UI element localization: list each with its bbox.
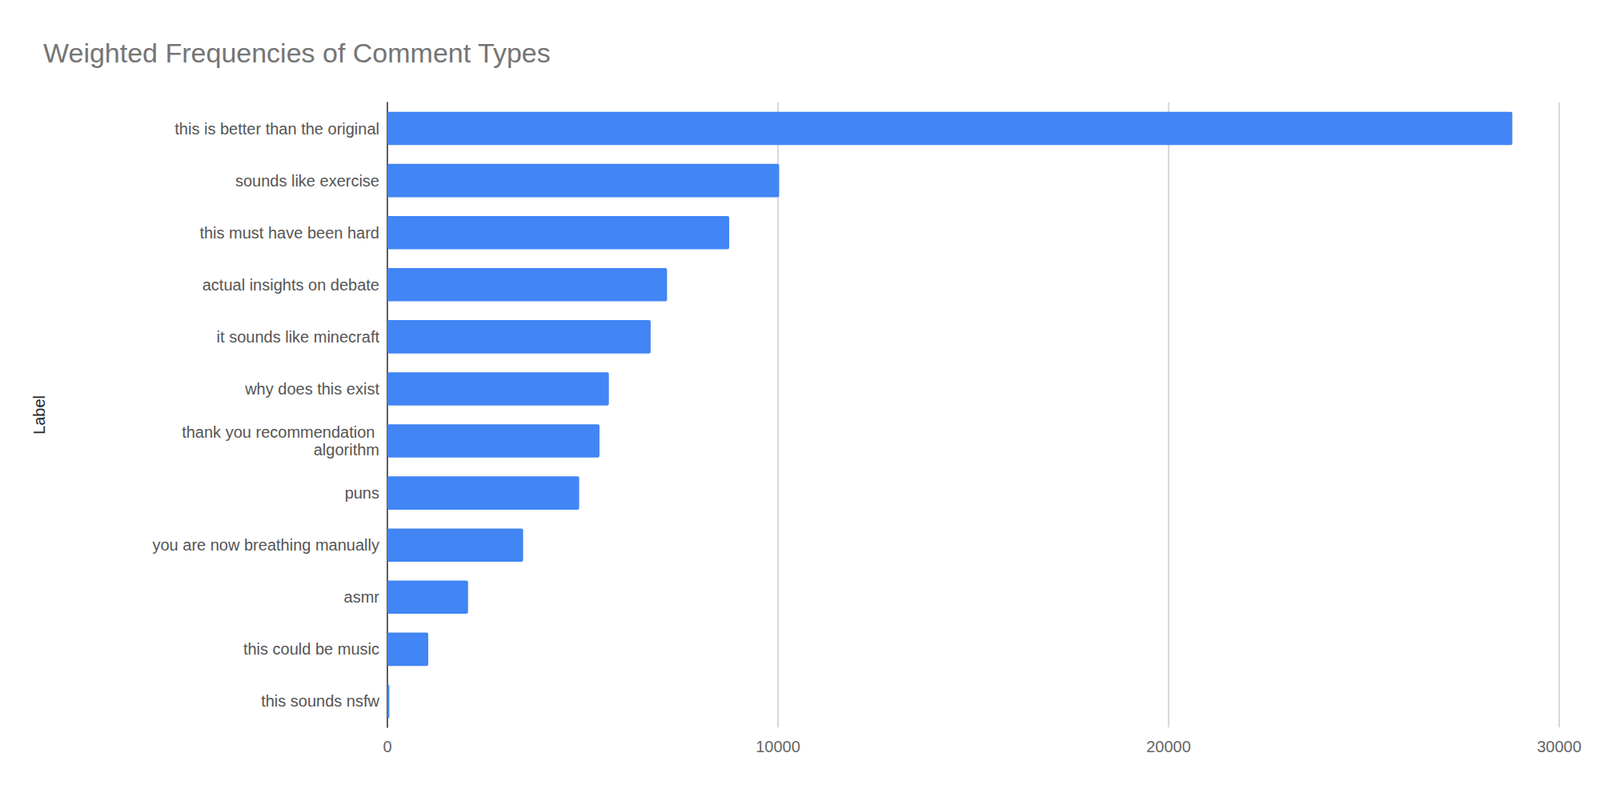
svg-text:asmr: asmr bbox=[344, 588, 381, 606]
svg-text:this must have been hard: this must have been hard bbox=[199, 224, 380, 242]
svg-text:sounds like exercise: sounds like exercise bbox=[235, 172, 380, 190]
svg-text:Weighted Frequencies of Commen: Weighted Frequencies of Comment Types bbox=[43, 37, 551, 69]
svg-text:it sounds like minecraft: it sounds like minecraft bbox=[216, 328, 381, 346]
svg-text:actual insights on debate: actual insights on debate bbox=[202, 276, 380, 294]
svg-text:30000: 30000 bbox=[1536, 737, 1582, 756]
svg-text:10000: 10000 bbox=[755, 737, 801, 756]
svg-text:algorithm: algorithm bbox=[313, 441, 380, 459]
svg-text:this is better than the origin: this is better than the original bbox=[174, 120, 380, 138]
svg-text:0: 0 bbox=[382, 737, 392, 756]
svg-text:20000: 20000 bbox=[1146, 737, 1191, 756]
svg-text:Label: Label bbox=[30, 395, 49, 435]
svg-text:why does this exist: why does this exist bbox=[244, 380, 380, 398]
svg-text:this could be music: this could be music bbox=[243, 640, 380, 658]
svg-text:this sounds nsfw: this sounds nsfw bbox=[260, 692, 380, 710]
svg-text:puns: puns bbox=[344, 484, 380, 502]
svg-text:thank you recommendation: thank you recommendation bbox=[181, 423, 380, 442]
svg-text:you are now breathing manually: you are now breathing manually bbox=[152, 536, 380, 554]
